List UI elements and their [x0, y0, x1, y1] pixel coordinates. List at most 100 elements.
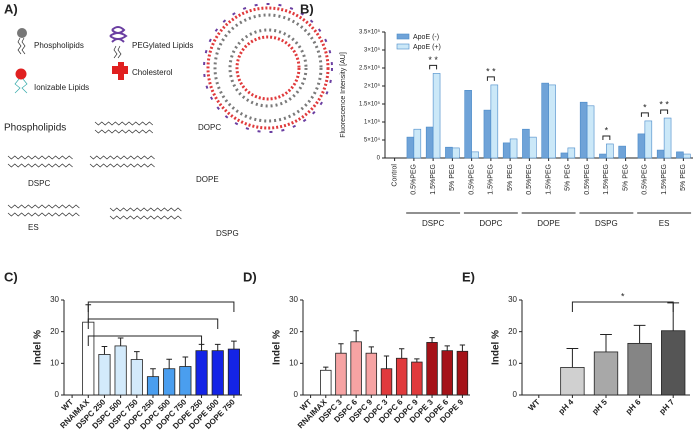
- bar: [663, 117, 672, 159]
- bracket: [602, 135, 611, 140]
- bar: [98, 354, 111, 396]
- x-tick-label: Control: [391, 164, 398, 187]
- bar: [606, 143, 614, 159]
- error-bar: [353, 330, 359, 342]
- bond: [7, 155, 73, 160]
- molecule-label: DSPG: [216, 229, 239, 238]
- error-bar: [101, 346, 108, 355]
- x-tick-label: pH 6: [624, 397, 643, 416]
- legend-text: Phospholipids: [34, 41, 84, 50]
- bracket: [640, 112, 649, 117]
- bar: [586, 105, 595, 159]
- bar: [413, 128, 422, 159]
- bond: [89, 163, 155, 168]
- bar: [426, 342, 438, 396]
- bar: [432, 73, 441, 159]
- y-tick-label: 3×10⁵: [364, 47, 381, 54]
- significance: * *: [659, 99, 669, 109]
- bar: [529, 136, 537, 159]
- molecule-label: DSPC: [28, 179, 50, 188]
- bond: [94, 129, 154, 134]
- panel-label: C): [4, 269, 18, 284]
- x-tick-label: 5% PEG: [680, 164, 687, 191]
- y-tick-label: 20: [508, 327, 517, 336]
- bar: [560, 367, 585, 396]
- legend-swatch: [396, 33, 410, 40]
- x-tick-label: 0.5%PEG: [642, 164, 649, 195]
- bar: [483, 109, 492, 159]
- bar: [456, 350, 469, 396]
- error-bar: [323, 366, 329, 371]
- panel-label: A): [4, 1, 18, 16]
- x-tick-label: pH 7: [657, 397, 676, 416]
- bracket: [571, 301, 674, 312]
- group-label: DOPC: [479, 219, 502, 228]
- significance: *: [605, 125, 609, 135]
- x-tick-label: pH 5: [590, 397, 609, 416]
- bond: [94, 121, 154, 126]
- y-tick-label: 0: [55, 390, 60, 399]
- bond: [89, 155, 155, 160]
- y-tick-label: 30: [508, 295, 517, 304]
- bar: [227, 348, 240, 396]
- bar: [441, 350, 453, 396]
- y-tick-label: 3.5×10⁵: [359, 29, 381, 36]
- legend-text: PEGylated Lipids: [132, 41, 193, 50]
- bond: [7, 212, 80, 217]
- significance: * *: [428, 55, 438, 65]
- y-tick-label: 2.5×10⁵: [359, 65, 381, 72]
- group-label: DSPC: [422, 219, 444, 228]
- error-bar: [117, 337, 124, 346]
- bar: [365, 352, 378, 396]
- x-tick-label: 1.5%PEG: [488, 164, 495, 195]
- error-bar: [368, 346, 374, 354]
- bar: [471, 151, 479, 159]
- bar: [683, 153, 691, 159]
- error-bar: [214, 343, 221, 351]
- bar: [490, 84, 499, 159]
- x-tick-label: 5% PEG: [565, 164, 572, 191]
- group-label: DSPG: [595, 219, 618, 228]
- bracket: [660, 109, 669, 115]
- liposome: [203, 3, 333, 133]
- legend-label: ApoE (-): [413, 34, 439, 41]
- y-axis-label: Indel %: [33, 330, 44, 365]
- bar: [82, 321, 95, 396]
- x-tick-label: 0.5%PEG: [411, 164, 418, 195]
- bond: [109, 215, 182, 220]
- bar: [130, 359, 143, 396]
- bar: [579, 101, 588, 159]
- bar: [395, 357, 408, 396]
- error-bar: [383, 355, 390, 369]
- bar: [637, 133, 646, 159]
- y-axis-label: Indel %: [272, 330, 283, 365]
- y-tick-label: 20: [289, 327, 298, 336]
- bar: [644, 120, 653, 159]
- panel-label: D): [243, 269, 257, 284]
- bar: [599, 153, 607, 159]
- x-tick-label: 5% PEG: [622, 164, 629, 191]
- error-bar: [150, 368, 156, 377]
- y-tick-label: 10: [50, 358, 59, 367]
- bar: [146, 376, 160, 396]
- bar: [380, 368, 393, 396]
- bond: [7, 204, 80, 209]
- bar: [567, 147, 576, 159]
- error-bar: [566, 347, 579, 368]
- error-bar: [600, 334, 612, 352]
- bar: [661, 330, 686, 396]
- bar: [656, 149, 665, 159]
- bar: [618, 145, 626, 159]
- molecule-label: DOPE: [196, 175, 219, 184]
- error-bar: [231, 340, 237, 350]
- x-tick-label: 1.5%PEG: [661, 164, 668, 195]
- molecule-label: ES: [28, 223, 39, 232]
- x-tick-label: pH 4: [557, 397, 576, 416]
- legend-swatch: [396, 43, 410, 50]
- bar: [452, 147, 460, 159]
- x-tick-label: 1.5%PEG: [545, 164, 552, 195]
- x-tick-label: 0.5%PEG: [584, 164, 591, 195]
- y-tick-label: 0: [513, 390, 518, 399]
- x-tick-label: 1.5%PEG: [603, 164, 610, 195]
